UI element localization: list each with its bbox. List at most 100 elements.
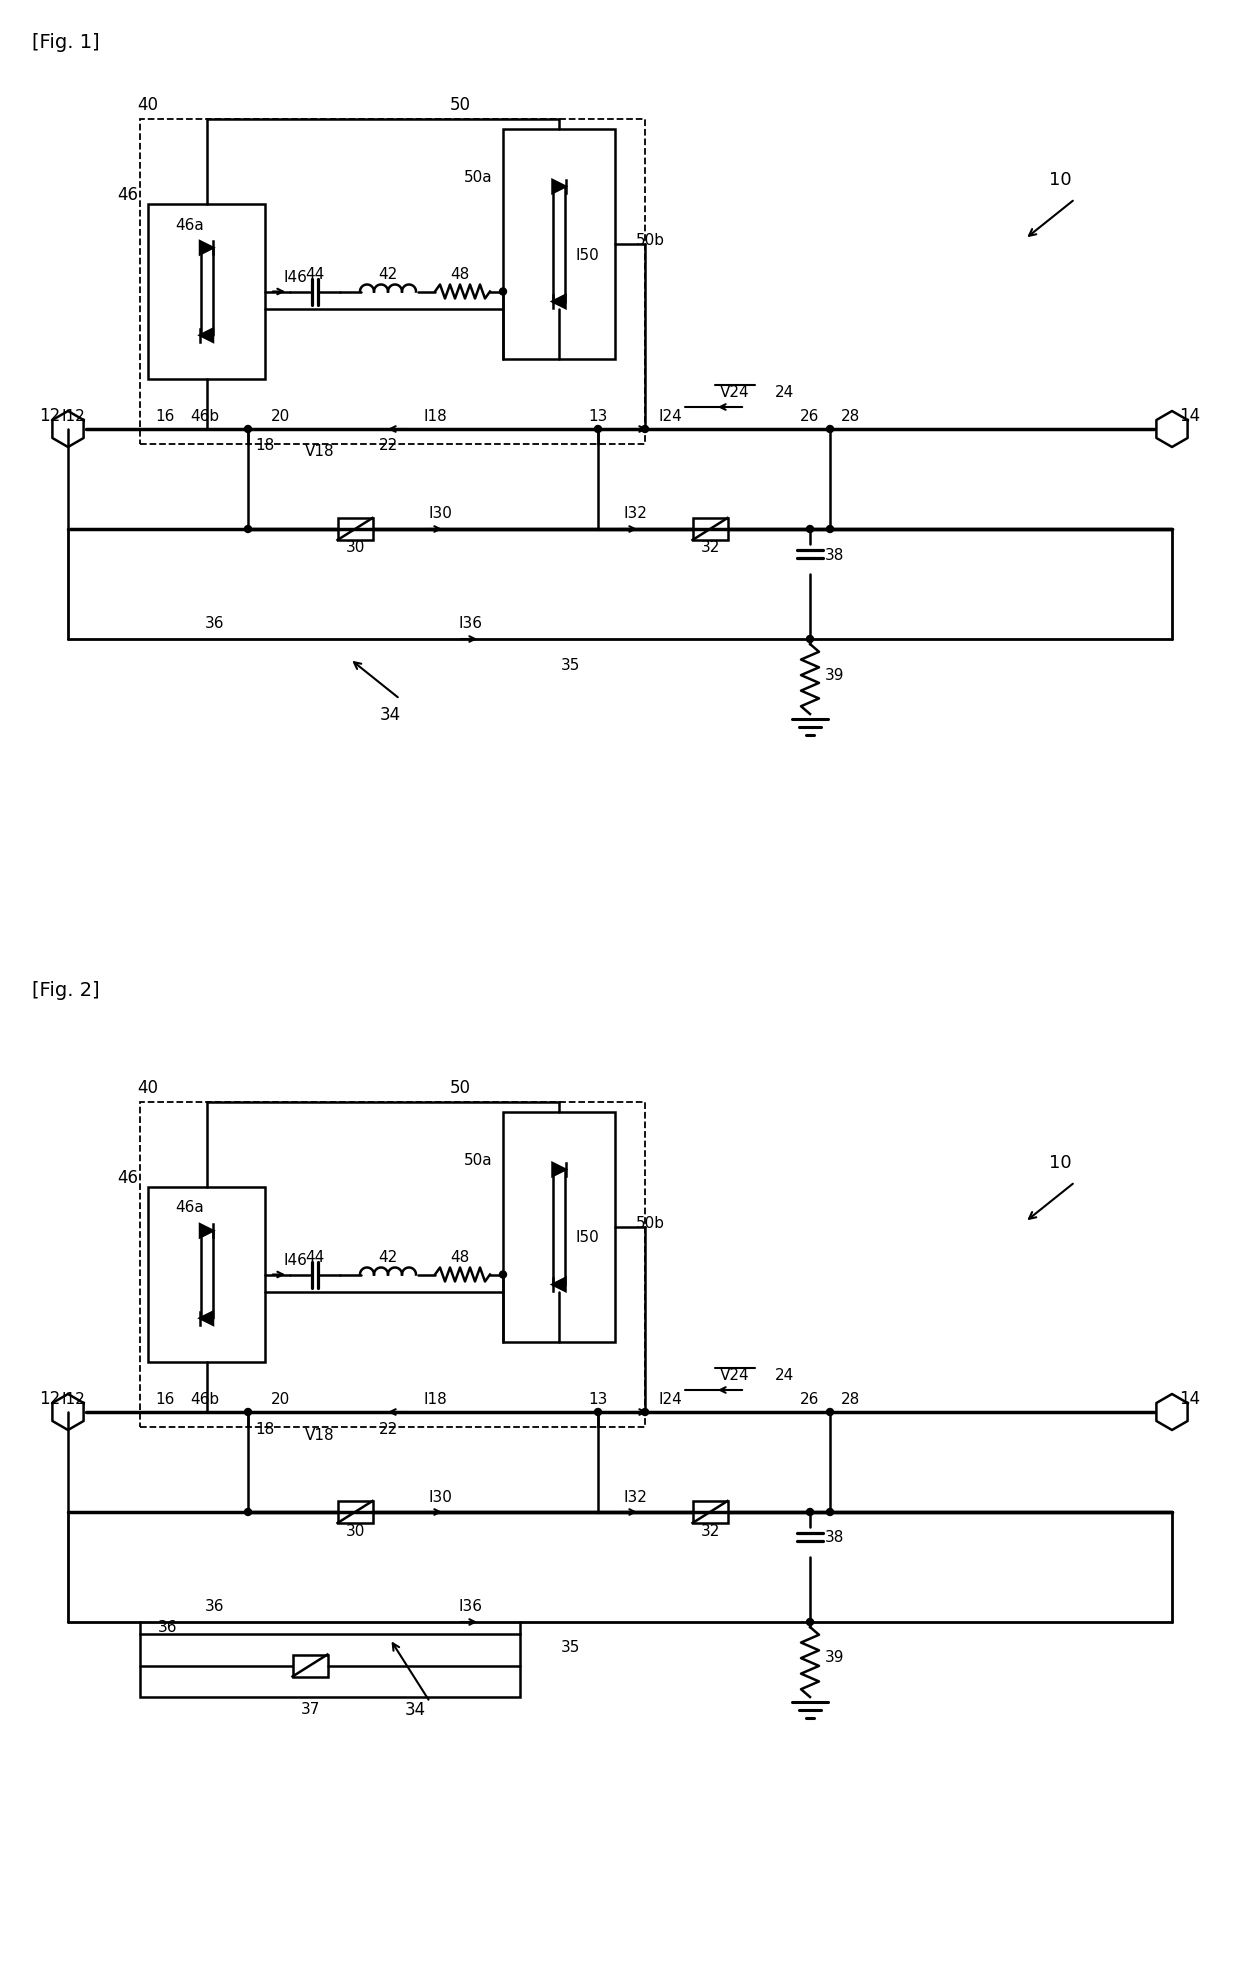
Polygon shape <box>553 181 565 194</box>
Text: 16: 16 <box>155 1391 175 1406</box>
Circle shape <box>594 426 601 434</box>
Text: 50: 50 <box>450 96 470 114</box>
Text: 20: 20 <box>270 1391 290 1406</box>
Text: 13: 13 <box>588 1391 608 1406</box>
Text: 24: 24 <box>775 385 795 399</box>
Text: 10: 10 <box>1049 1153 1071 1171</box>
Text: 13: 13 <box>588 409 608 424</box>
Text: I46: I46 <box>283 269 308 285</box>
Text: I50: I50 <box>575 1229 599 1245</box>
Text: 26: 26 <box>800 409 820 424</box>
Text: [Fig. 1]: [Fig. 1] <box>32 33 99 51</box>
Text: V24: V24 <box>720 1367 750 1383</box>
Text: V18: V18 <box>305 1426 335 1442</box>
Text: 37: 37 <box>300 1701 320 1717</box>
Circle shape <box>244 1508 252 1516</box>
Text: 48: 48 <box>450 267 470 283</box>
Bar <box>140 120 645 444</box>
Circle shape <box>244 526 252 534</box>
Circle shape <box>594 1408 601 1416</box>
Circle shape <box>500 289 506 297</box>
Text: 28: 28 <box>841 409 859 424</box>
Text: 40: 40 <box>138 1078 159 1096</box>
Text: I50: I50 <box>575 247 599 263</box>
Circle shape <box>806 1618 813 1626</box>
Text: 46: 46 <box>118 1169 139 1186</box>
Text: 30: 30 <box>345 540 365 556</box>
Bar <box>337 518 372 540</box>
Text: 20: 20 <box>270 409 290 424</box>
Text: 32: 32 <box>701 1522 719 1538</box>
Text: I32: I32 <box>622 507 647 520</box>
Text: 38: 38 <box>826 1530 844 1546</box>
Text: 12: 12 <box>40 407 61 424</box>
Text: 18: 18 <box>255 438 274 454</box>
Text: 46: 46 <box>118 187 139 204</box>
Text: 34: 34 <box>404 1701 425 1718</box>
Bar <box>148 1188 265 1363</box>
Text: 26: 26 <box>800 1391 820 1406</box>
Text: 44: 44 <box>305 267 325 283</box>
Text: I24: I24 <box>658 1391 682 1406</box>
Bar <box>692 518 728 540</box>
Text: I18: I18 <box>423 409 446 424</box>
Circle shape <box>641 1408 649 1416</box>
Circle shape <box>827 1508 833 1516</box>
Text: V18: V18 <box>305 444 335 460</box>
Text: 42: 42 <box>378 267 398 283</box>
Polygon shape <box>200 1226 213 1237</box>
Text: 50: 50 <box>450 1078 470 1096</box>
Circle shape <box>827 1408 833 1416</box>
Polygon shape <box>553 297 565 308</box>
Bar <box>337 1500 372 1524</box>
Text: I36: I36 <box>458 1599 482 1614</box>
Text: 16: 16 <box>155 409 175 424</box>
Text: I36: I36 <box>458 617 482 630</box>
Text: 39: 39 <box>826 668 844 682</box>
Circle shape <box>806 636 813 642</box>
Text: 14: 14 <box>1179 1389 1200 1408</box>
Bar <box>503 130 615 359</box>
Bar <box>692 1500 728 1524</box>
Text: 42: 42 <box>378 1249 398 1265</box>
Text: 50a: 50a <box>464 1153 492 1167</box>
Circle shape <box>500 1271 506 1279</box>
Text: 22: 22 <box>378 1420 398 1436</box>
Text: I30: I30 <box>428 507 451 520</box>
Text: 50b: 50b <box>635 232 665 247</box>
Text: 46a: 46a <box>176 1200 205 1216</box>
Text: 38: 38 <box>826 548 844 562</box>
Text: 48: 48 <box>450 1249 470 1265</box>
Text: V24: V24 <box>720 385 750 399</box>
Text: 36: 36 <box>206 1599 224 1614</box>
Text: 35: 35 <box>560 1640 579 1654</box>
Bar <box>293 1654 327 1677</box>
Text: 46b: 46b <box>191 409 219 424</box>
Text: 50a: 50a <box>464 171 492 185</box>
Text: 36: 36 <box>206 617 224 630</box>
Text: 18: 18 <box>255 1420 274 1436</box>
Text: 12: 12 <box>40 1389 61 1408</box>
Polygon shape <box>200 330 213 342</box>
Text: 46a: 46a <box>176 218 205 232</box>
Polygon shape <box>200 1312 213 1326</box>
Text: [Fig. 2]: [Fig. 2] <box>32 980 99 1000</box>
Circle shape <box>806 1508 813 1516</box>
Circle shape <box>641 426 649 434</box>
Bar <box>503 1112 615 1341</box>
Circle shape <box>827 426 833 434</box>
Text: 36: 36 <box>159 1620 177 1634</box>
Bar <box>148 204 265 379</box>
Text: I30: I30 <box>428 1489 451 1504</box>
Text: I46: I46 <box>283 1253 308 1267</box>
Bar <box>140 1102 645 1428</box>
Text: 46b: 46b <box>191 1391 219 1406</box>
Text: 39: 39 <box>826 1650 844 1665</box>
Circle shape <box>244 426 252 434</box>
Circle shape <box>827 526 833 534</box>
Text: 34: 34 <box>379 705 401 723</box>
Text: 28: 28 <box>841 1391 859 1406</box>
Text: 30: 30 <box>345 1522 365 1538</box>
Text: 24: 24 <box>775 1367 795 1383</box>
Text: 14: 14 <box>1179 407 1200 424</box>
